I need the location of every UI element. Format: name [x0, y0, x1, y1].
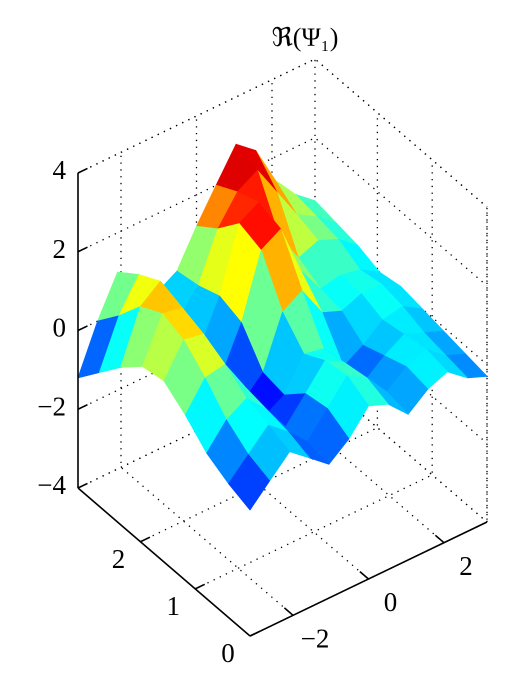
x-tick [434, 534, 445, 544]
z-tick [77, 167, 88, 174]
z-tick-label: −4 [37, 470, 66, 500]
y-tick-label: 0 [221, 638, 235, 668]
grid-line [271, 79, 445, 544]
z-tick-label: 4 [53, 155, 67, 185]
x-tick [283, 607, 294, 616]
x-tick-label: 0 [384, 587, 398, 617]
grid-line [77, 58, 488, 208]
chart-title: ℜ(Ψ₁) [272, 23, 339, 52]
z-tick-label: 2 [53, 234, 67, 264]
grid-line [195, 116, 369, 580]
z-tick [77, 246, 88, 253]
z-tick [77, 325, 88, 332]
y-tick [140, 536, 151, 543]
x-tick-label: −2 [301, 624, 330, 654]
z-tick-label: −2 [37, 391, 66, 421]
z-tick-label: 0 [53, 313, 67, 343]
y-tick-label: 1 [166, 591, 180, 621]
y-tick [194, 583, 206, 590]
x-tick [359, 570, 370, 580]
surface-patch [228, 454, 271, 511]
grid-line [120, 152, 294, 616]
z-tick [77, 403, 88, 410]
z-tick [77, 482, 88, 489]
y-axis [77, 487, 251, 637]
box-edge [77, 58, 488, 208]
y-tick-label: 2 [112, 544, 126, 574]
y-tick [249, 630, 260, 637]
x-tick-label: 2 [459, 551, 473, 581]
